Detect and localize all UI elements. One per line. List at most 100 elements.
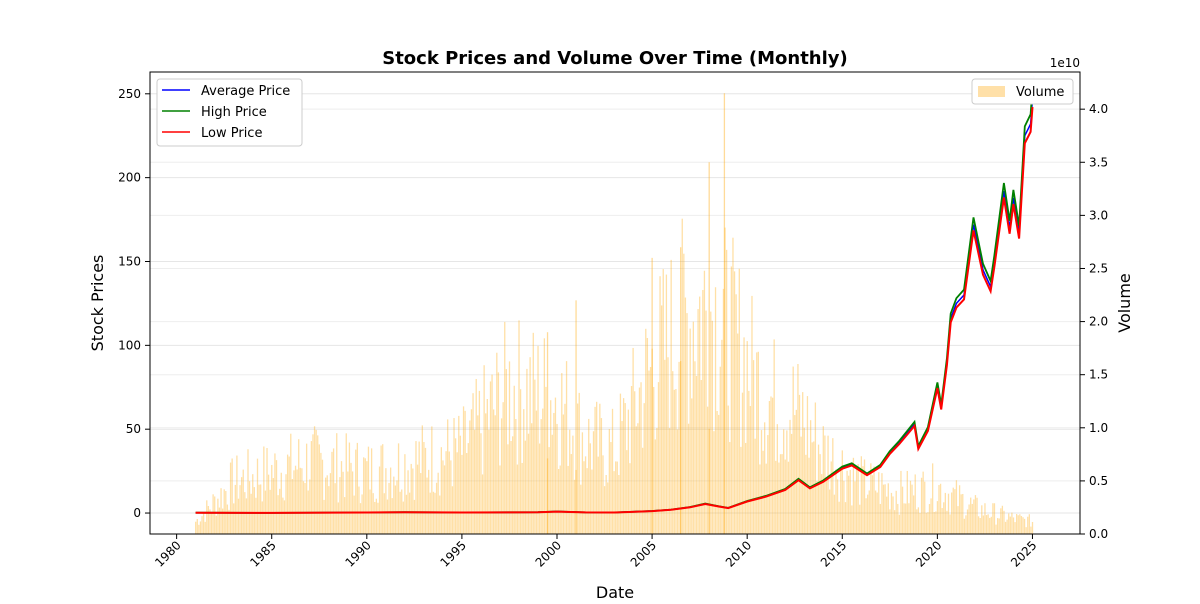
chart-title: Stock Prices and Volume Over Time (Month…	[382, 48, 848, 69]
volume-bar-134	[407, 470, 409, 534]
volume-bar-262	[610, 442, 612, 534]
volume-bar-66	[299, 467, 301, 534]
plot-frame	[149, 71, 1081, 535]
volume-bar-263	[611, 408, 614, 534]
volume-bar-419	[859, 504, 861, 534]
volume-spike-0	[651, 257, 653, 534]
volume-bar-229	[557, 469, 560, 534]
volume-bar-254	[597, 456, 599, 534]
volume-bar-82	[325, 477, 327, 534]
volume-bar-456	[917, 507, 920, 534]
volume-bar-42	[261, 501, 263, 534]
volume-bar-528	[1031, 521, 1034, 534]
volume-bar-15	[218, 507, 221, 534]
volume-bar-347	[744, 442, 747, 534]
volume-bar-213	[532, 332, 534, 534]
volume-bar-174	[470, 409, 473, 534]
volume-bar-147	[428, 469, 430, 534]
volume-bar-41	[260, 484, 262, 534]
y-tick-label-4: 200	[118, 171, 141, 185]
volume-bar-1	[196, 519, 198, 534]
volume-bar-271	[624, 403, 626, 534]
volume-bar-277	[634, 391, 636, 534]
volume-bar-441	[893, 510, 896, 534]
volume-bar-365	[773, 339, 775, 534]
volume-bar-59	[288, 456, 290, 534]
volume-bar-100	[353, 495, 355, 534]
volume-bar-91	[339, 477, 341, 534]
volume-bar-161	[450, 460, 452, 534]
volume-bar-165	[456, 452, 458, 534]
volume-bar-138	[413, 499, 416, 534]
volume-bar-344	[740, 446, 742, 534]
volume-bar-64	[296, 469, 298, 534]
volume-bar-6	[204, 521, 206, 534]
volume-bar-525	[1027, 516, 1029, 534]
volume-bar-239	[573, 479, 576, 534]
volume-bar-283	[643, 403, 645, 534]
volume-bar-374	[787, 461, 790, 534]
volume-bar-115	[377, 502, 379, 534]
volume-bar-297	[665, 274, 668, 534]
volume-bar-4	[201, 516, 203, 534]
volume-bar-237	[570, 454, 572, 534]
volume-bar-477	[951, 492, 953, 534]
volume-bar-490	[971, 503, 973, 534]
volume-bar-74	[312, 434, 314, 534]
volume-bar-312	[689, 328, 691, 534]
volume-bar-333	[722, 288, 725, 534]
volume-bar-498	[984, 503, 986, 534]
volume-bar-380	[797, 363, 799, 534]
volume-bar-491	[973, 499, 975, 534]
volume-bar-412	[848, 475, 850, 534]
volume-bar-36	[252, 474, 254, 534]
volume-bar-438	[889, 509, 891, 534]
volume-bar-502	[990, 516, 992, 534]
volume-bar-2	[198, 524, 200, 534]
volume-bar-162	[451, 486, 454, 534]
volume-bar-122	[388, 482, 390, 534]
volume-bar-200	[512, 436, 514, 534]
volume-bar-103	[358, 486, 360, 534]
volume-bar-57	[285, 474, 287, 534]
volume-bar-517	[1014, 522, 1016, 534]
volume-bar-81	[323, 499, 325, 534]
x-tick-label-8: 2020	[913, 538, 944, 569]
volume-bar-418	[857, 464, 859, 534]
volume-bar-189	[494, 415, 496, 534]
volume-bar-94	[344, 497, 346, 534]
volume-bar-328	[714, 287, 717, 534]
volume-bar-29	[241, 477, 243, 534]
volume-bar-102	[356, 442, 359, 534]
volume-bar-382	[800, 436, 802, 534]
volume-bar-395	[821, 474, 823, 534]
volume-bar-400	[828, 489, 831, 534]
volume-bar-379	[795, 409, 798, 534]
volume-bar-371	[783, 429, 785, 534]
legend-volume-box	[971, 78, 1074, 105]
volume-bar-199	[510, 440, 512, 534]
volume-bar-255	[599, 403, 601, 534]
volume-bar-12	[214, 496, 216, 534]
volume-bar-486	[965, 515, 967, 534]
volume-bar-210	[527, 433, 530, 534]
volume-bar-413	[849, 469, 851, 534]
volume-bar-23	[231, 458, 233, 534]
volume-bar-170	[464, 410, 466, 534]
volume-bar-443	[897, 503, 899, 534]
volume-bar-287	[649, 367, 652, 534]
volume-bar-433	[881, 473, 883, 534]
volume-bar-362	[768, 401, 771, 534]
volume-bar-34	[248, 481, 251, 534]
volume-bar-264	[613, 471, 615, 534]
volume-bar-98	[350, 462, 352, 534]
volume-bar-458	[920, 477, 923, 534]
y-tick-label-0: 0	[133, 506, 141, 520]
volume-bar-259	[605, 475, 607, 534]
volume-bar-523	[1023, 518, 1026, 534]
y-tick-label-3: 150	[118, 254, 141, 268]
legend-volume: Volume	[971, 78, 1074, 105]
x-tick-label-0: 1980	[152, 538, 183, 569]
volume-bar-505	[995, 524, 997, 534]
